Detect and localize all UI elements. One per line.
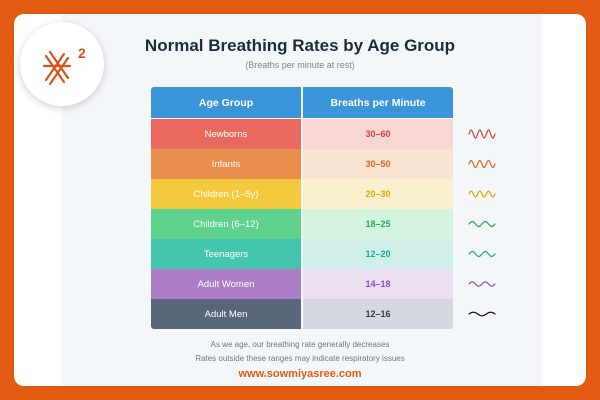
logo-superscript: 2	[78, 45, 86, 61]
age-group-cell: Infants	[151, 149, 301, 179]
table-row: Children (6–12) 18–25	[151, 209, 453, 239]
page-subtitle: (Breaths per minute at rest)	[245, 60, 355, 70]
breathing-wave-icon	[468, 159, 496, 169]
age-group-cell: Children (6–12)	[151, 209, 301, 239]
content-panel	[62, 14, 542, 386]
breathing-wave-icon	[468, 250, 496, 258]
age-group-cell: Newborns	[151, 119, 301, 149]
header-age-group: Age Group	[151, 87, 301, 118]
breath-rate-cell: 30–60	[303, 119, 453, 149]
age-group-cell: Adult Women	[151, 269, 301, 299]
footer-note-1: As we age, our breathing rate generally …	[210, 340, 390, 349]
table-row: Newborns 30–60	[151, 119, 453, 149]
age-group-cell: Teenagers	[151, 239, 301, 269]
breath-rate-cell: 12–20	[303, 239, 453, 269]
breathing-wave-icon	[468, 129, 496, 139]
breath-rate-cell: 18–25	[303, 209, 453, 239]
x2-logo-icon: 2	[42, 45, 86, 86]
age-group-cell: Children (1–5y)	[151, 179, 301, 209]
header-breaths-per-minute: Breaths per Minute	[303, 87, 453, 118]
age-group-cell: Adult Men	[151, 299, 301, 329]
breath-rate-cell: 20–30	[303, 179, 453, 209]
breathing-wave-icon	[468, 190, 496, 198]
table-header-row: Age Group Breaths per Minute	[151, 87, 453, 118]
rates-table: Age Group Breaths per Minute Newborns 30–…	[151, 87, 453, 329]
logo: 2	[20, 22, 104, 106]
page-title: Normal Breathing Rates by Age Group	[144, 36, 456, 55]
breathing-wave-icon	[468, 281, 496, 287]
breathing-wave-icon	[468, 220, 496, 228]
breath-rate-cell: 14–18	[303, 269, 453, 299]
breathing-wave-icon	[468, 311, 496, 317]
table-row: Children (1–5y) 20–30	[151, 179, 453, 209]
breath-rate-cell: 30–50	[303, 149, 453, 179]
table-row: Infants 30–50	[151, 149, 453, 179]
breath-rate-cell: 12–16	[303, 299, 453, 329]
footer-note-2: Rates outside these ranges may indicate …	[195, 354, 405, 363]
table-row: Adult Men 12–16	[151, 299, 453, 329]
table-row: Adult Women 14–18	[151, 269, 453, 299]
website-link[interactable]: www.sowmiyasree.com	[238, 368, 362, 380]
infographic-card: 2 Normal Breathing Rates by Age Group (B…	[14, 14, 586, 386]
table-row: Teenagers 12–20	[151, 239, 453, 269]
